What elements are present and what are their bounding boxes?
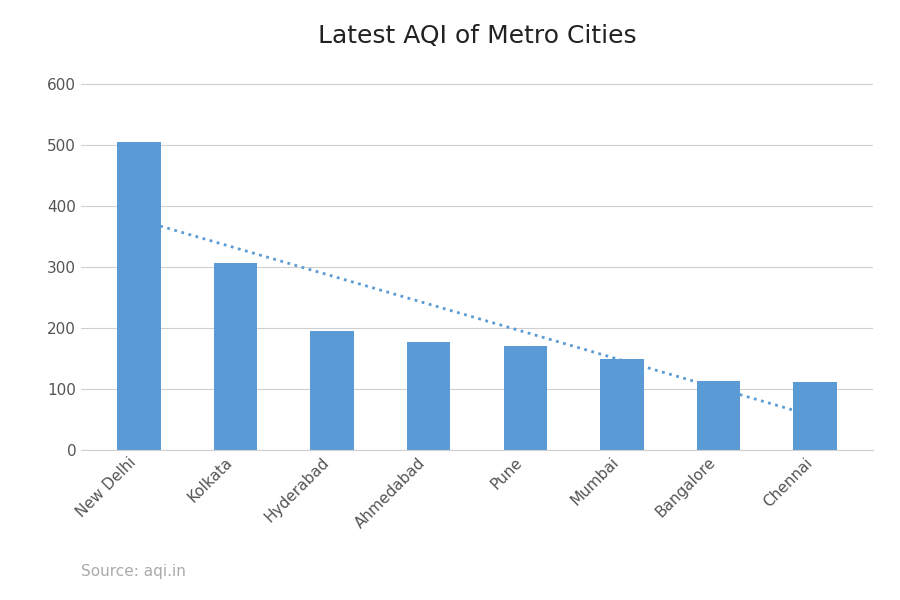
Bar [214,263,257,450]
Bar [504,346,547,450]
Bar [793,382,837,450]
Bar [697,381,740,450]
Text: Source: aqi.in: Source: aqi.in [81,564,186,579]
Title: Latest AQI of Metro Cities: Latest AQI of Metro Cities [318,25,636,49]
Bar [600,359,644,450]
Bar [117,142,161,450]
Bar [310,331,354,450]
Bar [407,341,450,450]
